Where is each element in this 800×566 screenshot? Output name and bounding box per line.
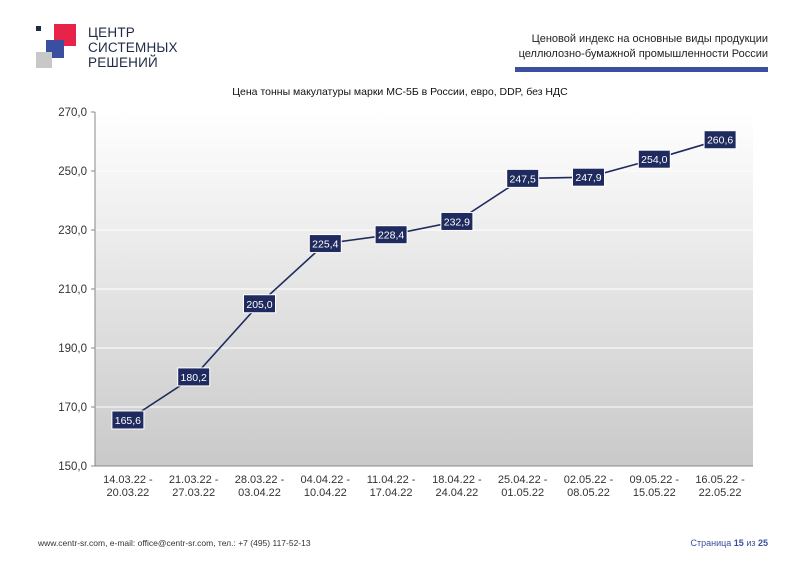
data-label: 247,9 xyxy=(575,172,601,184)
data-point: 205,0 xyxy=(243,294,276,314)
x-tick-label: 04.04.22 -10.04.22 xyxy=(301,474,351,499)
x-tick-label: 28.03.22 -03.04.22 xyxy=(235,474,285,499)
logo-text: ЦЕНТР СИСТЕМНЫХ РЕШЕНИЙ xyxy=(88,25,178,70)
data-point: 232,9 xyxy=(440,211,474,231)
data-label: 228,4 xyxy=(378,230,404,242)
data-label: 247,5 xyxy=(510,173,536,185)
data-label: 232,9 xyxy=(444,216,470,228)
x-tick-label: 02.05.22 -08.05.22 xyxy=(564,474,614,499)
data-label: 254,0 xyxy=(641,154,667,166)
header-accent-bar xyxy=(515,67,768,72)
data-point: 228,4 xyxy=(374,225,408,245)
company-logo: ЦЕНТР СИСТЕМНЫХ РЕШЕНИЙ xyxy=(34,22,184,74)
page-current: 15 xyxy=(733,538,744,548)
data-label-box xyxy=(111,410,145,430)
logo-square-gray xyxy=(36,52,52,68)
data-label-box xyxy=(572,167,605,187)
logo-line-1: ЦЕНТР xyxy=(88,25,135,40)
page-total: 25 xyxy=(757,538,768,548)
report-header-title: Ценовой индекс на основные виды продукци… xyxy=(519,32,768,62)
logo-line-3: РЕШЕНИЙ xyxy=(88,55,158,70)
data-label: 260,6 xyxy=(707,135,733,147)
y-tick-label: 270,0 xyxy=(58,107,87,119)
x-tick-label: 16.05.22 -22.05.22 xyxy=(695,474,745,499)
data-point: 247,9 xyxy=(572,167,605,187)
data-label-box xyxy=(308,234,342,254)
data-label-box xyxy=(506,168,540,188)
x-tick-label: 18.04.22 -24.04.22 xyxy=(432,474,482,499)
data-label-box xyxy=(637,149,671,169)
page-prefix: Страница xyxy=(690,538,732,548)
y-tick-label: 250,0 xyxy=(58,166,87,178)
page-number: Страница 15 из 25 xyxy=(690,538,768,548)
data-label-box xyxy=(703,130,737,150)
logo-dot xyxy=(36,26,41,31)
x-tick-label: 25.04.22 -01.05.22 xyxy=(498,474,548,499)
x-tick-label: 11.04.22 -17.04.22 xyxy=(367,474,416,499)
data-label: 180,2 xyxy=(181,372,207,384)
y-tick-label: 230,0 xyxy=(58,225,87,237)
y-tick-label: 210,0 xyxy=(58,284,87,296)
data-point: 180,2 xyxy=(177,367,211,387)
data-label-box xyxy=(243,294,276,314)
data-label-box xyxy=(440,211,474,231)
data-point: 247,5 xyxy=(506,168,540,188)
data-point: 225,4 xyxy=(308,234,342,254)
page-sep: из xyxy=(746,538,756,548)
y-tick-label: 170,0 xyxy=(58,402,87,414)
data-point: 254,0 xyxy=(637,149,671,169)
data-label-box xyxy=(374,225,408,245)
footer-contacts: www.centr-sr.com, e-mail: office@centr-s… xyxy=(38,538,311,548)
data-label: 165,6 xyxy=(115,415,141,427)
report-title-line-1: Ценовой индекс на основные виды продукци… xyxy=(531,33,768,45)
y-tick-label: 150,0 xyxy=(58,461,87,473)
x-tick-label: 21.03.22 -27.03.22 xyxy=(169,474,219,499)
data-label-box xyxy=(177,367,211,387)
data-label: 225,4 xyxy=(312,239,338,251)
data-point: 260,6 xyxy=(703,130,737,150)
logo-line-2: СИСТЕМНЫХ xyxy=(88,40,178,55)
line-chart: 150,0 170,0 190,0 210,0 230,0 250,0 270,0 14.0… xyxy=(58,107,753,499)
data-point: 165,6 xyxy=(111,410,145,430)
series-line xyxy=(127,138,721,421)
chart-title: Цена тонны макулатуры марки МС-5Б в Росс… xyxy=(232,86,568,98)
report-title-line-2: целлюлозно-бумажной промышленности Росси… xyxy=(518,48,768,60)
x-tick-label: 09.05.22 -15.05.22 xyxy=(630,474,680,499)
y-tick-label: 190,0 xyxy=(58,343,87,355)
x-tick-label: 14.03.22 -20.03.22 xyxy=(103,474,153,499)
data-label: 205,0 xyxy=(246,299,272,311)
